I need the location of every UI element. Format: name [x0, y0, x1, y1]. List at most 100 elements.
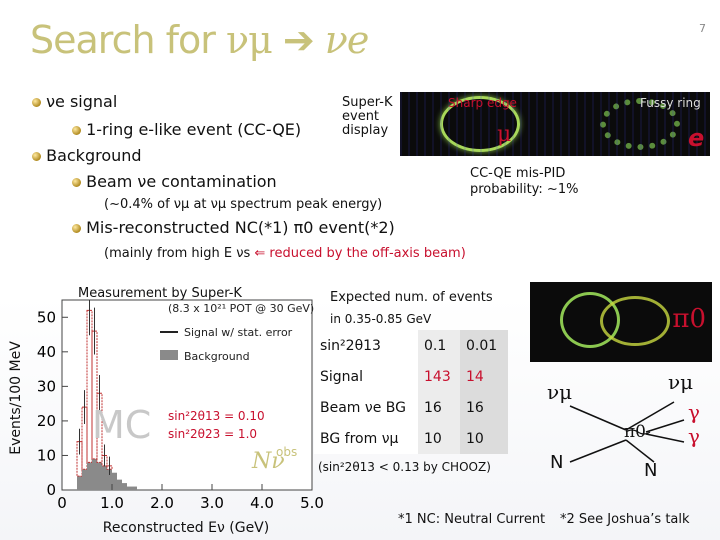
bullet-dot-icon [32, 152, 41, 161]
row-value-2: 0.01 [460, 330, 508, 361]
feynman-gamma-1: γ [688, 400, 700, 424]
feynman-gamma-2: γ [688, 424, 700, 448]
bullet-dot-icon [72, 178, 81, 187]
background-bar [82, 469, 87, 490]
table-row: Signal 143 14 [314, 361, 508, 392]
expected-title: Expected num. of events [330, 290, 493, 305]
signal-bar [91, 330, 98, 460]
footnote-2: *2 See Joshua’s talk [560, 512, 690, 527]
y-tick-label: 40 [37, 343, 56, 361]
pmt-hits-pattern [400, 92, 710, 156]
bullet-signal-text: νe signal [46, 92, 118, 111]
fuzzy-ring-label: Fussy ring [640, 96, 701, 110]
pi0-label: π0 [672, 304, 706, 334]
pi0-ring-2-icon [600, 296, 670, 346]
title-arrow: ➔ [282, 18, 315, 62]
event-display-panel [400, 92, 710, 156]
gamma2-line [645, 433, 685, 443]
bullet-bg-beam-text: Beam νe contamination [86, 172, 277, 191]
expected-range: in 0.35-0.85 GeV [330, 312, 432, 326]
measurement-label: Measurement by Super-K [78, 286, 242, 301]
bullet-signal: νe signal [32, 92, 117, 111]
misid-note: CC-QE mis-PID probability: ~1% [470, 166, 579, 197]
feynman-n-out: N [644, 460, 658, 481]
y-ticks: 0 10 20 30 40 50 [37, 308, 68, 499]
bg-nc-note-a: (mainly from high E νs [104, 246, 255, 261]
bg-beam-note: (~0.4% of νμ at νμ spectrum peak energy) [104, 197, 383, 212]
x-axis-label: Reconstructed Eν (GeV) [103, 520, 269, 536]
gamma1-line [645, 419, 685, 433]
background-bar [77, 476, 82, 490]
background-bar [102, 465, 107, 490]
bullet-bg-nc-text: Mis-reconstructed NC(*1) π0 event(*2) [86, 218, 395, 237]
plot-frame [61, 299, 313, 491]
mu-label: μ [497, 122, 512, 147]
bullet-dot-icon [72, 126, 81, 135]
n-obs-label: Nν [251, 449, 285, 474]
background-bar [92, 458, 97, 490]
legend-background-swatch [160, 350, 178, 360]
page-number: 7 [699, 22, 706, 35]
y-axis-label: Events/100 MeV [8, 341, 24, 455]
event-display-label: Super-K event display [342, 95, 393, 138]
x-tick-label: 1.0 [100, 494, 124, 512]
page-title: Search for νμ ➔ νe [30, 18, 370, 62]
mc-watermark: MC [92, 403, 151, 447]
row-value-1: 10 [418, 423, 460, 454]
feynman-pi0: π0 [624, 422, 646, 442]
title-prefix: Search for [30, 18, 226, 62]
title-nu-mu: νμ [225, 18, 273, 62]
row-value-1: 16 [418, 392, 460, 423]
background-bar [117, 479, 122, 490]
row-label: Signal [314, 361, 418, 392]
bullet-background: Background [32, 146, 142, 165]
fuzzy-ring-icon [600, 98, 680, 150]
expected-table: sin²2θ13 0.1 0.01 Signal 143 14 Beam νe … [314, 330, 508, 454]
histogram-chart: 0 10 20 30 40 50 0 1.0 2.0 3.0 4.0 5.0 Events/100 … [8, 299, 324, 536]
feynman-diagram [569, 401, 685, 463]
background-bar [107, 469, 112, 490]
n-obs-superscript: obs [276, 445, 297, 459]
background-bar [87, 462, 92, 490]
x-tick-label: 5.0 [300, 494, 324, 512]
bullet-signal-sub-text: 1-ring e-like event (CC-QE) [86, 120, 302, 139]
legend-background: Background [184, 350, 250, 363]
row-value-2: 10 [460, 423, 508, 454]
n-in-line [569, 439, 627, 463]
row-label: BG from νμ [314, 423, 418, 454]
bg-nc-note-arrow: ⇐ [254, 246, 266, 261]
bg-nc-note-b: reduced by the off-axis beam) [265, 246, 466, 261]
bullet-background-text: Background [46, 146, 142, 165]
feynman-nu-out: νμ [668, 370, 694, 394]
background-bar [97, 462, 102, 490]
bullet-signal-sub: 1-ring e-like event (CC-QE) [72, 120, 301, 139]
row-value-2: 14 [460, 361, 508, 392]
signal-bar [101, 454, 108, 467]
sharp-edge-label: Sharp edge [448, 96, 517, 110]
table-row: Beam νe BG 16 16 [314, 392, 508, 423]
bullet-bg-beam: Beam νe contamination [72, 172, 277, 191]
chooz-note: (sin²2θ13 < 0.13 by CHOOZ) [318, 460, 491, 474]
signal-bar [96, 392, 103, 463]
e-label: e [688, 124, 705, 152]
legend-signal: Signal w/ stat. error [184, 326, 293, 339]
row-value-1: 143 [418, 361, 460, 392]
feynman-n-in: N [550, 452, 564, 473]
x-tick-label: 2.0 [150, 494, 174, 512]
title-nu-e: νe [324, 18, 370, 62]
x-tick-label: 4.0 [250, 494, 274, 512]
nu-out-line [625, 401, 675, 431]
pi0-event-display: π0 [530, 282, 712, 362]
bg-nc-note: (mainly from high E νs ⇐ reduced by the … [104, 246, 466, 261]
legend-pot: (8.3 x 10²¹ POT @ 30 GeV) [168, 302, 314, 315]
x-tick-label: 0 [57, 494, 67, 512]
bullet-dot-icon [32, 98, 41, 107]
nu-in-line [569, 405, 627, 431]
row-label: sin²2θ13 [314, 330, 418, 361]
footnote-1: *1 NC: Neutral Current [398, 512, 546, 527]
param-theta13: sin²2θ13 = 0.10 [168, 409, 265, 423]
row-label: Beam νe BG [314, 392, 418, 423]
background-bar [132, 486, 137, 490]
background-bar [122, 483, 127, 490]
y-tick-label: 0 [46, 481, 56, 499]
